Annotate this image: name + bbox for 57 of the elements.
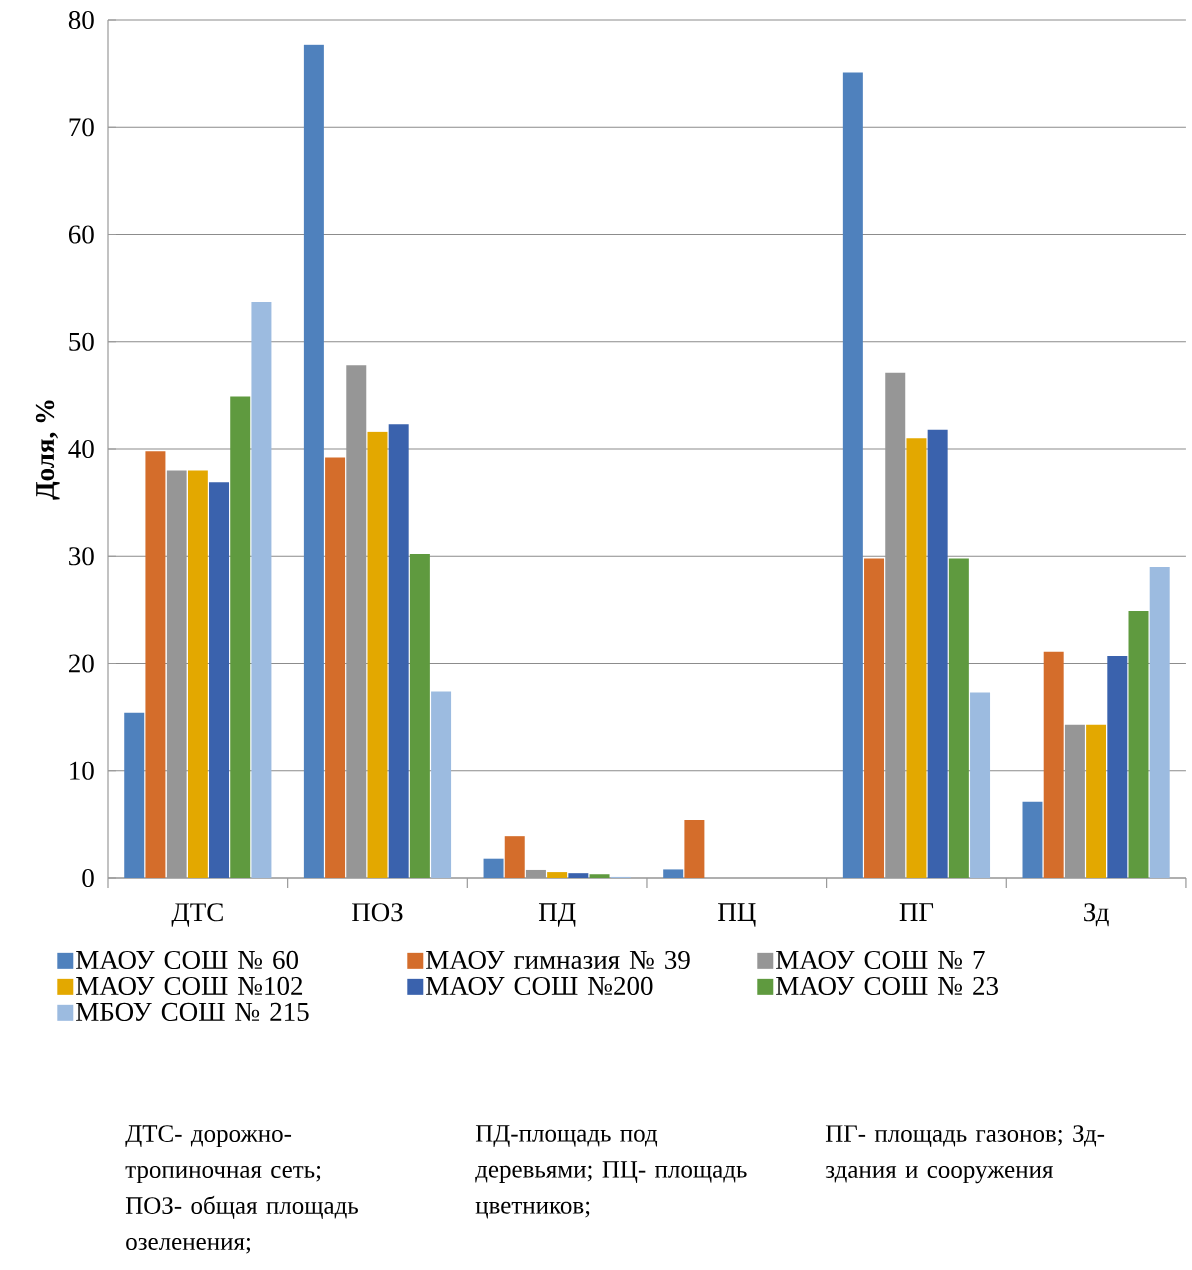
bar [568,873,589,878]
bar [1022,801,1043,878]
bar [504,836,525,878]
bar [948,558,969,878]
bar [1043,651,1064,878]
bar [388,424,409,878]
bar [1149,566,1170,878]
bar [483,858,504,878]
text: ПГ- площадь газонов; Зд-здания и сооружения [825,1125,1105,1184]
y-tick-label: 20 [68,654,94,673]
bar [209,482,230,878]
x-tick-label: ПГ [899,903,934,921]
y-tick-label: 0 [82,868,94,888]
bar [1128,610,1149,878]
bar [230,396,251,878]
bar [431,691,452,878]
x-tick-label: ПЦ [718,903,756,927]
y-tick-label: 70 [69,118,94,137]
legend-label: МАОУ СОШ № 23 [776,976,998,996]
bar [303,44,324,878]
bar [1086,724,1107,878]
bar [187,470,208,878]
x-tick-label: ДТС [171,903,223,927]
bar [325,457,346,878]
legend-label: МАОУ гимназия № 39 [426,950,690,970]
bar [663,869,684,878]
text: ПД-площадь под деревьями; ПЦ- площадь цветников; [475,1125,747,1219]
bar [589,874,610,878]
x-tick-label: ПОЗ [352,903,403,922]
legend-label: МАОУ СОШ №102 [76,976,303,996]
legend-label: МАОУ СОШ № 60 [76,950,298,970]
bar [547,872,568,878]
bar [1107,655,1128,878]
bar [124,712,145,878]
x-tick-label: Зд [1084,903,1109,927]
legend-label: МАОУ СОШ № 7 [776,950,985,970]
bar [927,429,948,878]
text: ДТС- дорожно-тропиночная сеть; ПОЗ- общая площадь озеленения; [125,1125,358,1254]
bar [145,451,166,878]
y-tick-label: 30 [69,547,94,566]
legend-label: МБОУ СОШ № 215 [76,1002,309,1021]
bar [864,558,885,878]
y-tick-label: 50 [69,332,94,351]
y-tick-label: 60 [68,225,94,244]
bar [367,431,388,878]
bar [906,438,927,878]
bar [409,554,430,878]
bar [842,72,863,878]
legend-label: МАОУ СОШ №200 [426,976,653,996]
bar [251,302,272,878]
bar [970,692,991,878]
y-tick-label: 80 [68,10,94,30]
y-tick-label: 10 [70,761,94,780]
x-tick-label: ПД [538,903,576,927]
y-axis-title: Доля, % [35,400,60,500]
y-tick-label: 40 [68,439,94,459]
bar [684,820,705,878]
